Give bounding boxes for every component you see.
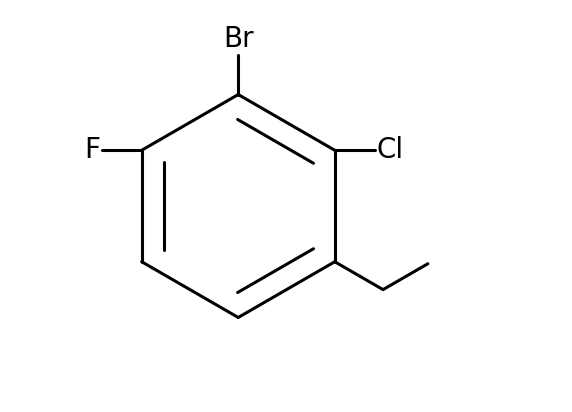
Text: F: F [84, 136, 100, 164]
Text: Br: Br [223, 25, 253, 53]
Text: Cl: Cl [376, 136, 404, 164]
